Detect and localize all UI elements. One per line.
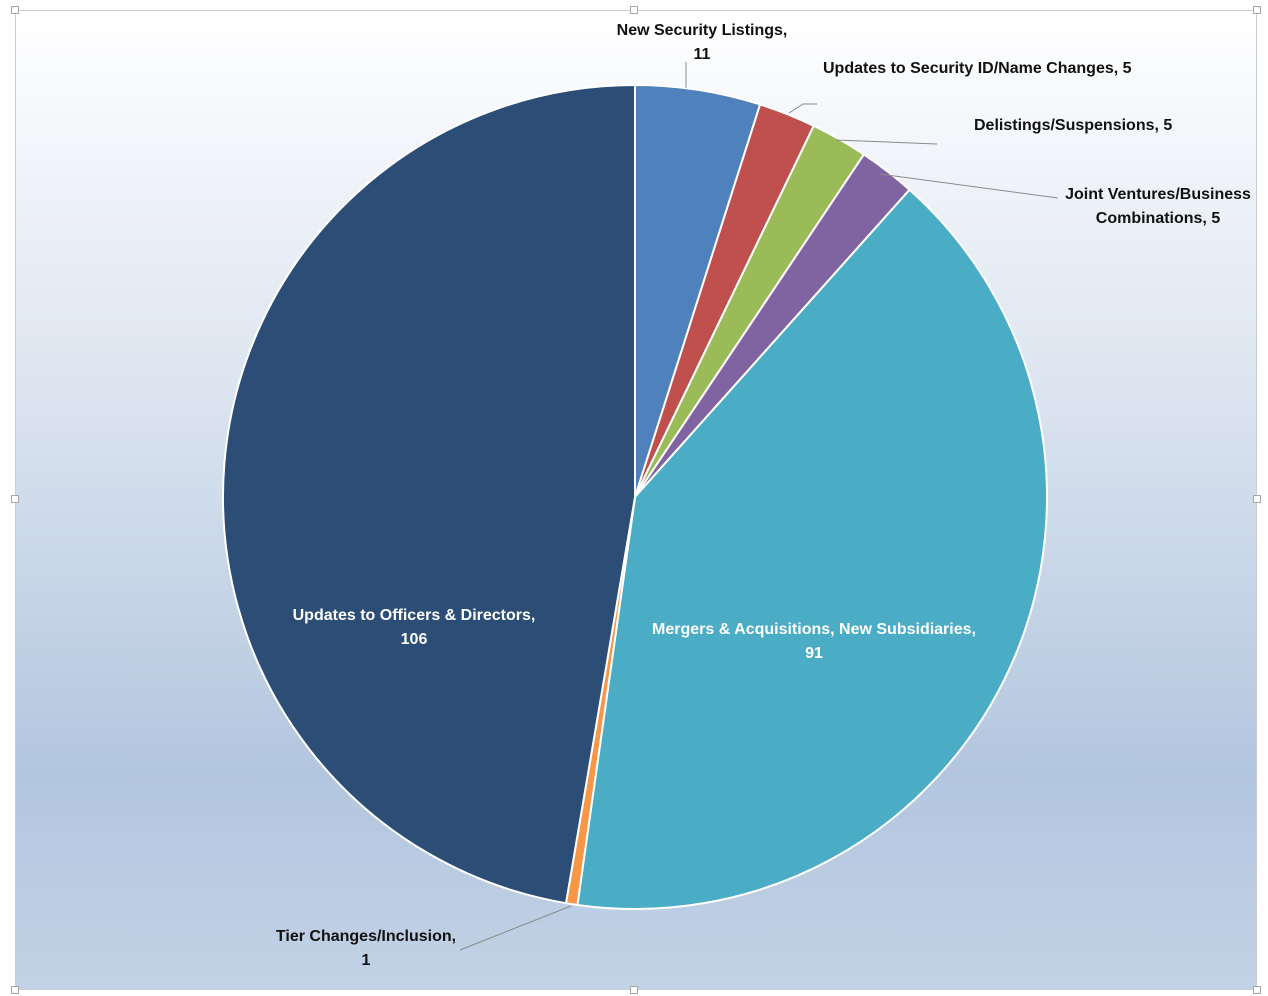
resize-handle-top-left[interactable] [11,6,19,14]
data-label-mergers-acquisitions-new-subsidiaries: Mergers & Acquisitions, New Subsidiaries… [652,621,976,662]
resize-handle-bottom-right[interactable] [1253,986,1261,994]
pie-slice-mergers-acquisitions-new-subsidiaries[interactable] [576,188,1048,910]
leader-line-updates-to-security-id-name-changes [788,103,817,114]
data-label-updates-to-officers-directors: Updates to Officers & Directors, 106 [293,607,536,648]
data-label-new-security-listings: New Security Listings, 11 [617,22,788,63]
resize-handle-top-right[interactable] [1253,6,1261,14]
data-label-delistings-suspensions: Delistings/Suspensions, 5 [974,117,1172,134]
resize-handle-left[interactable] [11,495,19,503]
data-label-tier-changes-inclusion: Tier Changes/Inclusion, 1 [276,928,456,969]
leader-line-delistings-suspensions [835,139,938,145]
resize-handle-top[interactable] [630,6,638,14]
leader-line-joint-ventures-business-combinations [879,173,1059,199]
resize-handle-bottom[interactable] [630,986,638,994]
pie-slice-updates-to-officers-directors[interactable] [222,84,636,905]
data-label-joint-ventures-business-combinations: Joint Ventures/Business Combinations, 5 [1065,186,1251,227]
data-label-updates-to-security-id-name-changes: Updates to Security ID/Name Changes, 5 [823,60,1132,77]
leader-line-tier-changes-inclusion [459,905,572,951]
resize-handle-bottom-left[interactable] [11,986,19,994]
resize-handle-right[interactable] [1253,495,1261,503]
